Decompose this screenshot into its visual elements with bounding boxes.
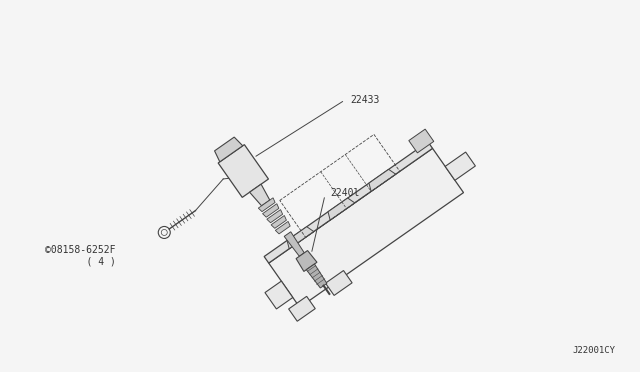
Polygon shape (296, 251, 317, 272)
Polygon shape (218, 145, 268, 198)
Polygon shape (369, 169, 396, 191)
Polygon shape (259, 198, 275, 212)
Polygon shape (307, 264, 327, 288)
Polygon shape (265, 281, 293, 309)
Polygon shape (250, 184, 270, 206)
Polygon shape (275, 221, 290, 234)
Polygon shape (328, 198, 355, 220)
Polygon shape (287, 227, 314, 249)
Polygon shape (269, 148, 463, 307)
Polygon shape (214, 137, 243, 162)
Polygon shape (445, 152, 476, 180)
Polygon shape (326, 270, 352, 295)
Polygon shape (271, 215, 287, 228)
Polygon shape (267, 209, 283, 223)
Text: 22433: 22433 (350, 95, 380, 105)
Text: 2240l: 2240l (330, 188, 360, 198)
Polygon shape (289, 296, 316, 321)
Polygon shape (409, 129, 434, 153)
Polygon shape (262, 204, 279, 217)
Polygon shape (284, 232, 304, 256)
Polygon shape (264, 142, 433, 263)
Text: J22001CY: J22001CY (572, 346, 615, 355)
Text: ©08158-6252F
    ( 4 ): ©08158-6252F ( 4 ) (45, 245, 116, 267)
